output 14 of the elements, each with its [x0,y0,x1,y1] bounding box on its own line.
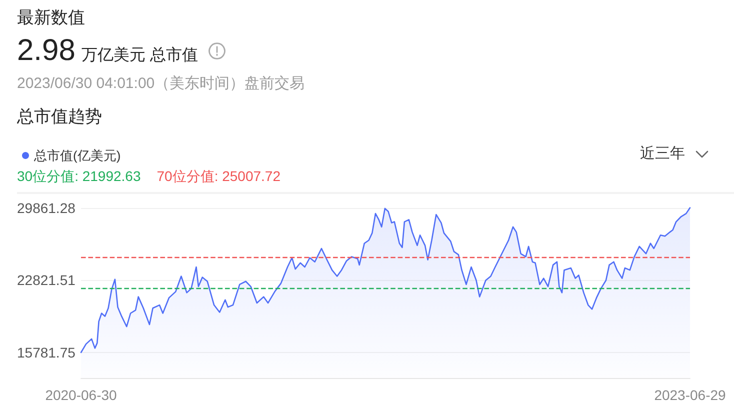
text: 万亿美元 总市值 [81,46,198,66]
text: 最新数值 [17,8,85,28]
y-tick-label: 22821.51 [17,272,76,288]
ref-line-label: 70位分值: 25007.72 [156,168,280,185]
ref-line-label: 30位分值: 21992.63 [17,168,141,185]
chart-title: 总市值趋势 [17,107,102,127]
x-tick-label: 2020-06-30 [45,387,118,403]
legend-label: 总市值(亿美元) [33,148,121,163]
text: 2.98 [17,33,76,69]
y-tick-label: 15781.75 [17,344,76,360]
text: 近三年 [640,145,685,163]
y-tick-label: 29861.28 [17,200,76,216]
x-tick-label: 2023-06-29 [654,387,726,403]
text: 2023/06/30 04:01:00（美东时间）盘前交易 [17,75,305,93]
